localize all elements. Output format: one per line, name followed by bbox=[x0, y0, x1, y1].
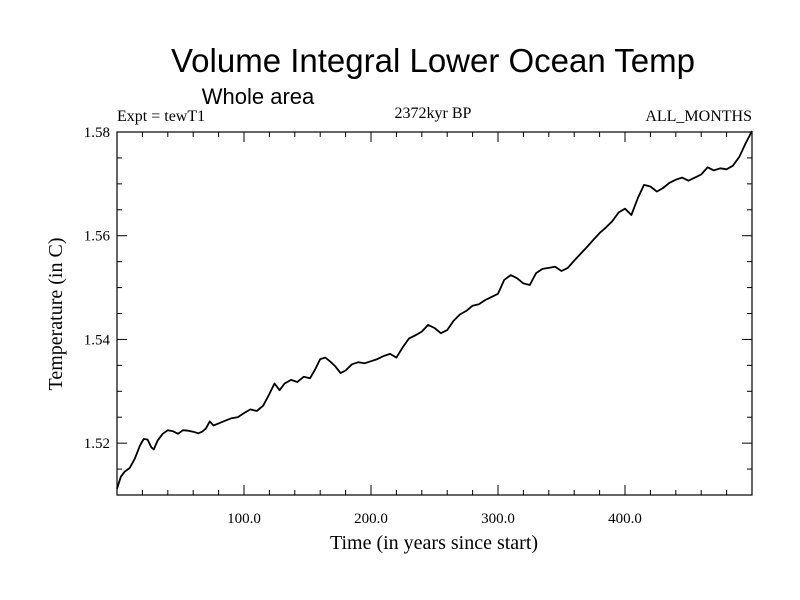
x-tick-label: 400.0 bbox=[608, 511, 642, 527]
y-tick-label: 1.58 bbox=[84, 125, 110, 141]
y-tick-label: 1.52 bbox=[84, 436, 110, 452]
plot-frame bbox=[116, 131, 753, 496]
x-axis-label: Time (in years since start) bbox=[330, 532, 538, 554]
x-tick-label: 200.0 bbox=[354, 511, 388, 527]
months-label: ALL_MONTHS bbox=[645, 108, 752, 125]
temperature-series-line bbox=[116, 130, 753, 490]
y-tick-label: 1.56 bbox=[84, 229, 111, 245]
x-tick-labels: 100.0 200.0 300.0 400.0 bbox=[227, 511, 642, 527]
experiment-label: Expt = tewT1 bbox=[117, 108, 205, 125]
x-tick-label: 300.0 bbox=[481, 511, 515, 527]
y-axis-label: Temperature (in C) bbox=[45, 238, 67, 391]
x-tick-label: 100.0 bbox=[227, 511, 261, 527]
y-tick-labels: 1.52 1.54 1.56 1.58 bbox=[84, 125, 111, 452]
period-label: 2372kyr BP bbox=[395, 105, 472, 122]
chart-subtitle: Whole area bbox=[202, 84, 315, 109]
y-tick-label: 1.54 bbox=[84, 332, 111, 348]
chart-title: Volume Integral Lower Ocean Temp bbox=[171, 42, 695, 79]
axis-ticks bbox=[117, 132, 752, 495]
